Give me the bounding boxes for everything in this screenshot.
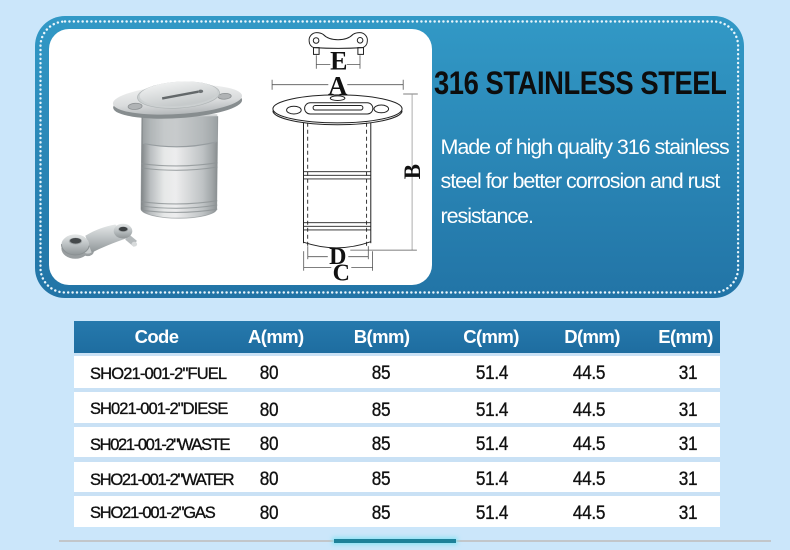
svg-text:C: C <box>332 260 349 285</box>
svg-text:B: B <box>400 164 425 179</box>
svg-text:E: E <box>330 46 347 75</box>
svg-text:D: D <box>329 244 346 270</box>
svg-text:A: A <box>328 71 348 101</box>
